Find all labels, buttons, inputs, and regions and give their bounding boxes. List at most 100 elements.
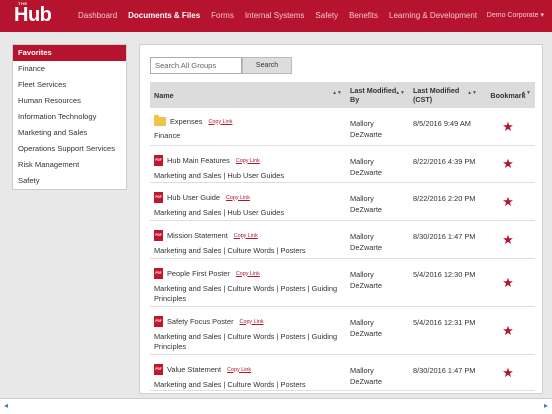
nav-forms[interactable]: Forms [211,11,234,20]
main-nav: Dashboard Documents & Files Forms Internal … [78,11,488,20]
pdf-icon: PDF [154,155,163,166]
document-path: Marketing and Sales | Hub User Guides [154,171,285,180]
sidebar-item-fleet-services[interactable]: Fleet Services [18,80,67,89]
pdf-icon: PDF [154,268,163,279]
copy-link[interactable]: Copy Link [239,318,264,325]
modified-by: Mallory DeZwarte [350,270,383,290]
document-path: Marketing and Sales | Culture Words | Po… [154,284,338,303]
bookmark-star-icon[interactable]: ★ [502,156,514,171]
modified-date: 5/4/2016 12:31 PM [413,318,476,327]
user-menu[interactable]: Demo Corporate ▾ [486,12,544,19]
pdf-icon: PDF [154,316,163,327]
sidebar-item-favorites[interactable]: Favorites [13,45,126,61]
pdf-icon: PDF [154,192,163,203]
bookmark-star-icon[interactable]: ★ [502,274,514,290]
modified-by: Mallory DeZwarte [350,194,383,214]
name-line: PDF Value Statement Copy Link [154,364,342,375]
column-bookmark-label: Bookmark [490,90,526,100]
scroll-right-arrow-icon[interactable]: ▸ [543,401,548,410]
document-name-link[interactable]: Hub User Guide [167,193,220,202]
document-name-link[interactable]: Safety Focus Poster [167,317,234,326]
document-name-link[interactable]: Mission Statement [167,231,228,240]
document-name-link[interactable]: Value Statement [167,365,222,374]
column-name[interactable]: Name ▲▼ [150,82,346,108]
document-path: Finance [154,131,181,140]
name-line: Expenses Copy Link [154,115,342,126]
copy-link[interactable]: Copy Link [235,270,260,277]
bookmark-star-icon[interactable]: ★ [502,231,514,247]
nav-learning-development[interactable]: Learning & Development [389,11,478,20]
sort-icon: ▲▼ [395,90,405,96]
nav-internal-systems[interactable]: Internal Systems [244,11,305,20]
sidebar-item-operations-support-services[interactable]: Operations Support Services [18,144,116,153]
table-body: Expenses Copy Link Finance Mallory DeZwarte… [150,108,535,391]
document-path: Marketing and Sales | Hub User Guides [154,208,285,217]
bookmark-star-icon[interactable]: ★ [502,193,514,209]
name-line: PDF Hub User Guide Copy Link [154,192,342,203]
nav-documents-files[interactable]: Documents & Files [128,11,201,20]
scroll-left-arrow-icon[interactable]: ◂ [4,401,9,410]
modified-date: 5/4/2016 12:30 PM [413,270,476,279]
modified-date: 8/22/2016 4:39 PM [413,157,476,166]
modified-date: 8/22/2016 2:20 PM [413,194,476,203]
name-cell: Expenses Copy Link Finance [150,108,346,145]
bookmark-cell: ★ [481,221,535,258]
name-cell: PDF Safety Focus Poster Copy Link Marketing… [150,307,346,354]
document-path: Marketing and Sales | Culture Words | Po… [154,246,306,255]
bookmark-cell: ★ [481,355,535,390]
modified-by: Mallory DeZwarte [350,232,383,252]
name-cell: PDF People First Poster Copy Link Marketing… [150,259,346,306]
hub-logo[interactable]: Hub [14,4,52,26]
sidebar-item-information-technology[interactable]: Information Technology [18,112,97,121]
name-cell: PDF Mission Statement Copy Link Marketing a… [150,221,346,258]
name-line: PDF Mission Statement Copy Link [154,230,342,241]
nav-dashboard[interactable]: Dashboard [78,11,118,20]
document-path: Marketing and Sales | Culture Words | Po… [154,332,338,351]
sidebar-item-finance[interactable]: Finance [18,64,46,73]
sort-icon: ▲▼ [467,90,477,96]
document-name-link[interactable]: Hub Main Features [167,156,230,165]
top-bar: THE Hub Dashboard Documents & Files Forms I… [0,0,552,32]
bookmark-cell: ★ [481,183,535,220]
table-header: Name ▲▼ Last Modified By ▲▼ Last Modified … [150,82,535,108]
copy-link[interactable]: Copy Link [226,194,250,201]
table-row: PDF Mission Statement Copy Link Marketing a… [150,221,535,259]
name-cell: PDF Hub Main Features Copy Link Marketing a… [150,146,346,182]
sidebar-item-risk-management[interactable]: Risk Management [18,160,80,169]
copy-link[interactable]: Copy Link [208,118,233,125]
name-line: PDF People First Poster Copy Link [154,268,342,279]
column-modified-date[interactable]: Last Modified (CST) ▲▼ [409,82,481,108]
sidebar-item-human-resources[interactable]: Human Resources [18,96,81,105]
name-cell: PDF Value Statement Copy Link Marketing and… [150,355,346,390]
sidebar-item-safety[interactable]: Safety [18,176,40,185]
column-modified-by[interactable]: Last Modified By ▲▼ [346,82,409,108]
sidebar-item-marketing-and-sales[interactable]: Marketing and Sales [18,128,88,137]
search-button[interactable]: Search [242,57,292,74]
bookmark-star-icon[interactable]: ★ [502,322,514,338]
modified-by: Mallory DeZwarte [350,157,383,177]
nav-safety[interactable]: Safety [315,11,339,20]
documents-panel: Search Name▲▼ Last Modified By▲▼ Last Mo… [139,44,543,394]
modified-by: Mallory DeZwarte [350,366,383,386]
sort-icon: ▲▼ [521,90,531,96]
name-line: PDF Safety Focus Poster Copy Link [154,316,342,327]
nav-benefits[interactable]: Benefits [349,11,378,20]
copy-link[interactable]: Copy Link [227,366,252,373]
copy-link[interactable]: Copy Link [233,232,258,239]
bookmark-star-icon[interactable]: ★ [502,118,514,134]
folder-icon [154,115,166,126]
column-bookmark[interactable]: Bookmark ▲▼ [481,82,535,108]
bookmark-cell: ★ [481,307,535,354]
search-input[interactable] [150,57,242,74]
modified-date: 8/5/2016 9:49 AM [413,119,471,128]
sidebar: Favorites Finance Fleet Services Human Reso… [12,44,127,190]
copy-link[interactable]: Copy Link [235,157,260,164]
bookmark-cell: ★ [481,259,535,306]
document-name-link[interactable]: Expenses [170,117,203,126]
table-row: PDF Value Statement Copy Link Marketing and… [150,355,535,391]
column-modified-date-label: Last Modified (CST) [413,86,460,104]
bookmark-star-icon[interactable]: ★ [502,364,514,380]
name-line: PDF Hub Main Features Copy Link [154,155,342,166]
name-cell: PDF Hub User Guide Copy Link Marketing and … [150,183,346,220]
document-name-link[interactable]: People First Poster [167,269,230,278]
